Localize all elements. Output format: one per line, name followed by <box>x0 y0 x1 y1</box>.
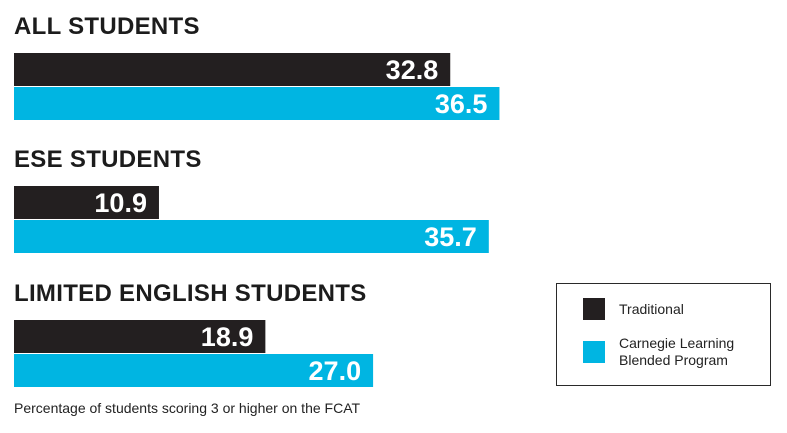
bar-carnegie-learning-blended-program-limited-english-students <box>14 354 374 387</box>
data-label-traditional-all-students: 32.8 <box>386 55 439 85</box>
bar-carnegie-learning-blended-program-ese-students <box>14 220 489 253</box>
data-label-traditional-limited-english-students: 18.9 <box>201 322 254 352</box>
legend: Traditional Carnegie Learning Blended Pr… <box>556 283 771 386</box>
legend-item-carnegie: Carnegie Learning Blended Program <box>583 335 769 369</box>
bar-traditional-ese-students <box>14 186 159 219</box>
legend-item-traditional: Traditional <box>583 298 769 320</box>
data-label-carnegie-learning-blended-program-all-students: 36.5 <box>435 89 488 119</box>
category-label-all-students: ALL STUDENTS <box>14 13 200 40</box>
data-label-carnegie-learning-blended-program-ese-students: 35.7 <box>424 222 477 252</box>
legend-label-line: Blended Program <box>619 352 728 368</box>
bar-traditional-limited-english-students <box>14 320 266 353</box>
chart-caption: Percentage of students scoring 3 or high… <box>14 400 361 416</box>
legend-label-line: Carnegie Learning <box>619 335 735 351</box>
legend-label-traditional: Traditional <box>619 301 769 318</box>
category-label-ese-students: ESE STUDENTS <box>14 146 202 173</box>
data-label-carnegie-learning-blended-program-limited-english-students: 27.0 <box>309 356 362 386</box>
bar-traditional-all-students <box>14 53 451 86</box>
data-label-traditional-ese-students: 10.9 <box>94 188 147 218</box>
legend-swatch-carnegie <box>583 341 605 363</box>
category-label-limited-english-students: LIMITED ENGLISH STUDENTS <box>14 280 367 307</box>
legend-label-carnegie: Carnegie Learning Blended Program <box>619 335 769 369</box>
bar-carnegie-learning-blended-program-all-students <box>14 87 500 120</box>
legend-swatch-traditional <box>583 298 605 320</box>
legend-label-line: Traditional <box>619 300 684 317</box>
